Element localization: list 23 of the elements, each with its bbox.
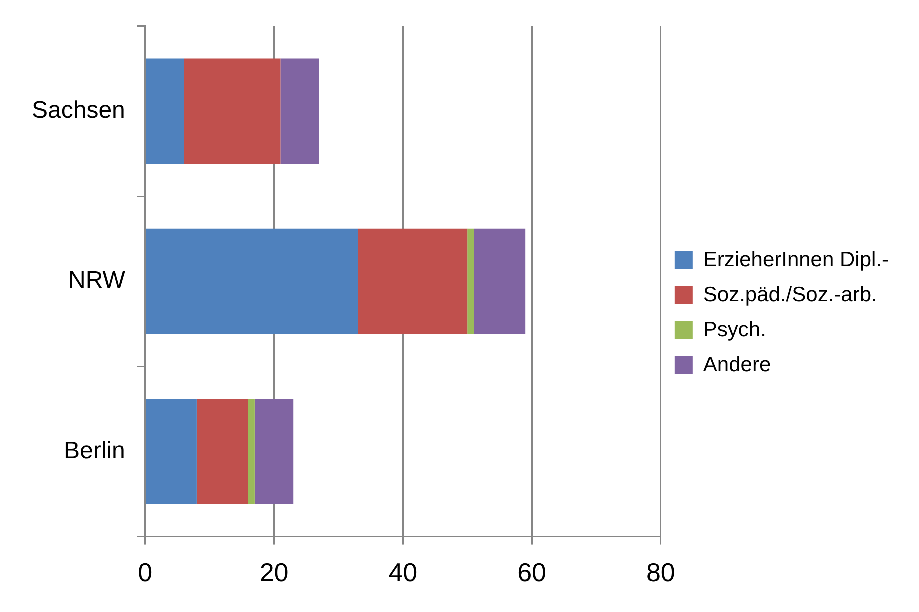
bar bbox=[184, 58, 281, 164]
bar bbox=[468, 228, 474, 334]
legend-label: ErzieherInnen Dipl.- bbox=[703, 248, 890, 272]
y-tick-label: Berlin bbox=[64, 437, 126, 464]
bar bbox=[196, 398, 248, 504]
bar bbox=[146, 58, 184, 164]
x-tick-label: 20 bbox=[260, 558, 289, 588]
bar bbox=[254, 398, 294, 504]
x-tick-label: 80 bbox=[646, 558, 676, 588]
x-tick-label: 40 bbox=[388, 558, 418, 588]
x-tick-label: 0 bbox=[138, 558, 153, 588]
bar bbox=[474, 228, 526, 334]
bar bbox=[146, 398, 197, 504]
bar bbox=[358, 228, 468, 334]
bar bbox=[280, 58, 320, 164]
bar bbox=[146, 228, 358, 334]
legend-label: Psych. bbox=[703, 318, 766, 342]
legend-label: Soz.päd./Soz.-arb. bbox=[703, 283, 878, 306]
bar bbox=[248, 398, 255, 504]
y-tick-label: Sachsen bbox=[32, 97, 126, 124]
y-tick-label: NRW bbox=[68, 267, 126, 294]
x-tick-label: 60 bbox=[518, 558, 546, 588]
legend-label: Andere bbox=[703, 353, 772, 376]
